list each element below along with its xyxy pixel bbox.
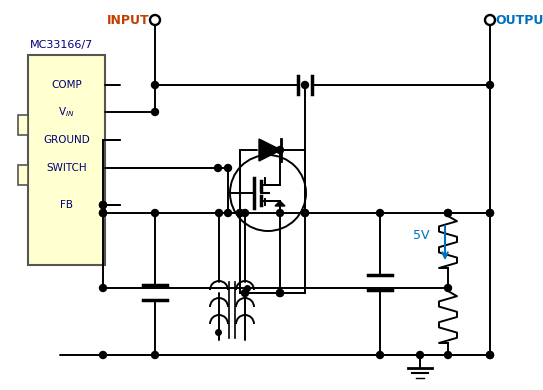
Circle shape: [224, 209, 231, 216]
Bar: [28, 55, 105, 265]
Circle shape: [151, 351, 159, 358]
Circle shape: [99, 209, 106, 216]
Text: INPUT: INPUT: [108, 14, 150, 27]
Circle shape: [445, 284, 451, 291]
Circle shape: [99, 209, 106, 216]
Circle shape: [301, 209, 308, 216]
Text: MC33166/7: MC33166/7: [30, 40, 93, 50]
Circle shape: [99, 202, 106, 209]
Polygon shape: [275, 201, 285, 206]
Circle shape: [301, 82, 308, 89]
Circle shape: [151, 209, 159, 216]
Circle shape: [487, 351, 494, 358]
Circle shape: [150, 15, 160, 25]
Text: SWITCH: SWITCH: [46, 163, 87, 173]
Circle shape: [445, 209, 451, 216]
Circle shape: [487, 209, 494, 216]
Circle shape: [151, 108, 159, 115]
Circle shape: [242, 289, 249, 296]
Circle shape: [216, 209, 223, 216]
Text: GROUND: GROUND: [43, 135, 90, 145]
Circle shape: [445, 209, 451, 216]
FancyBboxPatch shape: [18, 165, 28, 185]
Circle shape: [242, 209, 249, 216]
FancyBboxPatch shape: [18, 115, 28, 135]
Circle shape: [99, 202, 106, 209]
Text: COMP: COMP: [51, 80, 82, 90]
Circle shape: [237, 209, 243, 216]
Circle shape: [99, 351, 106, 358]
Circle shape: [487, 82, 494, 89]
Text: 5V: 5V: [414, 229, 430, 242]
Circle shape: [376, 351, 383, 358]
Circle shape: [276, 289, 283, 296]
Circle shape: [487, 209, 494, 216]
Circle shape: [301, 209, 308, 216]
Circle shape: [485, 15, 495, 25]
Circle shape: [416, 351, 424, 358]
Polygon shape: [259, 139, 281, 161]
Circle shape: [214, 165, 222, 172]
Text: FB: FB: [60, 200, 73, 210]
Circle shape: [224, 165, 231, 172]
Circle shape: [445, 351, 451, 358]
Circle shape: [237, 209, 243, 216]
Text: V$_{IN}$: V$_{IN}$: [58, 105, 75, 119]
Circle shape: [99, 284, 106, 291]
Text: OUTPUT: OUTPUT: [495, 14, 543, 27]
Circle shape: [276, 147, 283, 154]
Circle shape: [487, 351, 494, 358]
Circle shape: [151, 82, 159, 89]
Circle shape: [376, 209, 383, 216]
Circle shape: [276, 209, 283, 216]
Circle shape: [276, 289, 283, 296]
